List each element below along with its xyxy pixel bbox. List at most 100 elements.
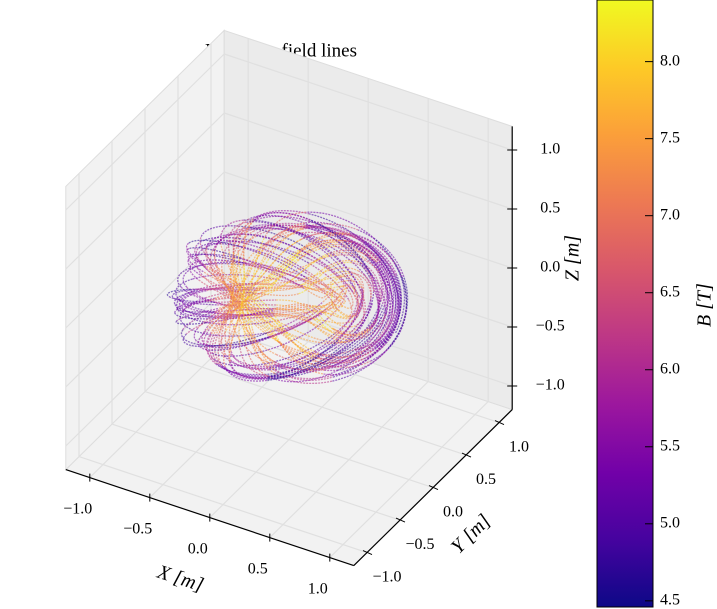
field-line [348,291,354,309]
y-tick-label: −1.0 [372,568,401,585]
grid-line [78,456,368,554]
field-line [351,241,397,287]
field-line [334,304,350,318]
grid-line [224,53,513,151]
field-line [331,304,338,312]
field-line [198,279,241,305]
field-line [179,305,215,319]
field-line [272,370,338,383]
field-line [206,292,263,302]
field-line [214,279,265,299]
field-line [298,240,346,261]
field-line [243,262,304,287]
field-line [298,241,339,254]
field-line [260,231,304,248]
field-line [371,297,401,352]
field-line [182,290,207,304]
field-line [227,221,247,252]
field-line [246,226,310,238]
field-line [175,278,193,298]
grid-line [111,423,401,521]
field-line [310,249,360,297]
field-line [322,299,339,312]
field-line [187,254,205,273]
field-line [227,288,271,314]
x-tick-label: 1.0 [308,580,328,597]
field-line [303,226,365,242]
field-line [228,361,268,379]
field-line [362,246,396,292]
z-tick-label: −0.5 [536,318,565,335]
y-tick [461,452,472,458]
field-line [331,311,348,319]
field-line [258,268,301,283]
field-line [247,335,275,371]
field-line [239,303,279,332]
field-line [306,272,338,299]
field-line [206,239,243,249]
field-line [182,311,216,318]
field-line [201,326,212,348]
field-line [213,358,268,367]
field-line [309,240,357,293]
field-line [309,315,338,336]
field-line [375,253,400,318]
field-line [194,244,209,271]
z-tick-label: 0.0 [540,259,560,276]
y-tick [428,485,439,491]
field-line [204,296,241,332]
x-tick-label: −0.5 [123,520,152,537]
field-line [242,298,280,330]
field-line [253,222,308,232]
field-line [336,315,355,320]
field-line [197,301,233,329]
field-line [278,341,323,368]
field-line [314,305,333,313]
field-line [214,307,276,313]
field-line [195,259,247,265]
field-line [268,317,329,351]
field-line [274,368,334,381]
z-tick-label: 1.0 [540,141,560,158]
field-line [267,340,339,379]
field-line [251,215,310,223]
field-line [232,252,243,298]
field-line [308,236,359,286]
field-line [238,225,312,251]
field-line [318,345,373,358]
field-line [266,238,302,271]
field-line [243,220,255,266]
field-line [334,245,373,261]
field-line [312,305,333,321]
field-line [312,324,350,341]
field-line [238,257,267,297]
field-line [342,284,356,293]
colorbar-tick-label: 5.5 [660,437,680,454]
field-line [231,270,268,303]
field-line [204,246,219,277]
field-line [297,243,337,257]
field-line [304,221,371,247]
field-line [343,233,396,265]
field-line [267,332,336,364]
field-line [354,285,363,316]
field-line [231,261,235,309]
field-line [246,296,281,326]
field-line [304,281,332,294]
field-line [217,287,268,310]
field-line [254,286,300,290]
field-line [314,350,363,358]
field-line [249,224,310,239]
field-line [331,249,378,263]
field-line [268,307,322,338]
field-line [206,287,258,299]
field-line [171,288,196,299]
field-line [339,311,388,361]
field-line [199,274,244,300]
field-line [188,239,238,247]
field-line [269,347,336,371]
field-line [211,337,271,349]
colorbar-tick-label: 7.5 [660,129,680,146]
field-line [192,253,244,261]
